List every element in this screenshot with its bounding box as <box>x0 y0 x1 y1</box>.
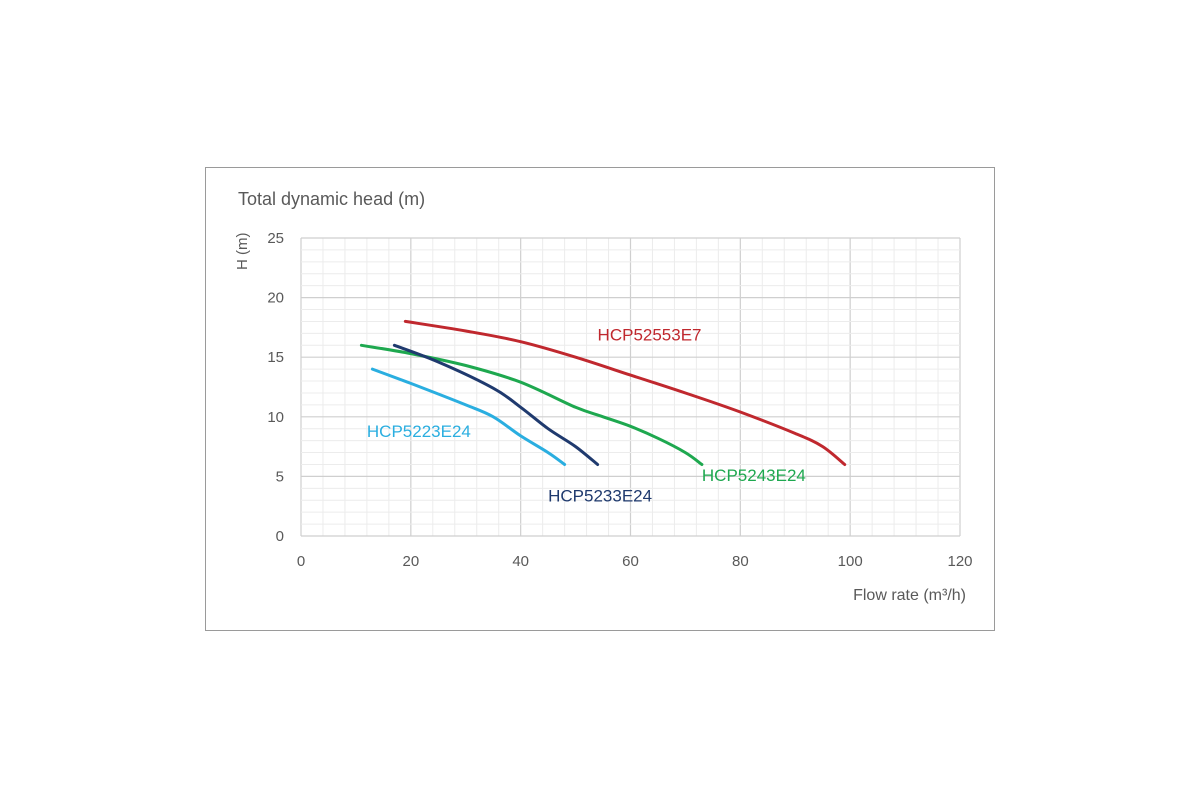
series-line-hcp52553e7 <box>403 319 847 466</box>
grid <box>300 237 961 537</box>
axes: 0 20 40 60 80 100 120 0 5 10 15 20 25 <box>267 230 972 570</box>
y-tick-label: 0 <box>276 528 284 545</box>
x-tick-label: 0 <box>297 553 305 570</box>
x-tick-label: 40 <box>512 553 529 570</box>
series-label-hcp52553e7: HCP52553E7 <box>598 326 702 345</box>
series-line-hcp5243e24 <box>359 343 704 466</box>
x-tick-label: 80 <box>732 553 749 570</box>
y-tick-label: 20 <box>267 290 284 307</box>
series-line-hcp5223e24 <box>370 367 567 466</box>
series-label-hcp5243e24: HCP5243E24 <box>702 466 806 485</box>
y-tick-label: 5 <box>276 468 284 485</box>
series <box>359 319 847 466</box>
y-axis-label: H (m) <box>234 233 251 271</box>
y-tick-label: 15 <box>267 349 284 366</box>
y-tick-label: 10 <box>267 409 284 426</box>
x-tick-label: 100 <box>838 553 863 570</box>
x-axis-label: Flow rate (m³/h) <box>853 587 966 604</box>
x-tick-label: 120 <box>947 553 972 570</box>
series-line-hcp5233e24 <box>392 343 600 466</box>
x-tick-label: 60 <box>622 553 639 570</box>
series-label-hcp5223e24: HCP5223E24 <box>367 422 471 441</box>
chart-frame: 0 20 40 60 80 100 120 0 5 10 15 20 25 HCP52553E7 HCP5… <box>205 167 995 631</box>
y-tick-label: 25 <box>267 230 284 247</box>
series-labels: HCP52553E7 HCP5243E24 HCP5233E24 HCP5223E24 <box>367 326 806 506</box>
x-tick-label: 20 <box>402 553 419 570</box>
chart-title: Total dynamic head (m) <box>238 189 425 209</box>
series-label-hcp5233e24: HCP5233E24 <box>548 486 652 505</box>
